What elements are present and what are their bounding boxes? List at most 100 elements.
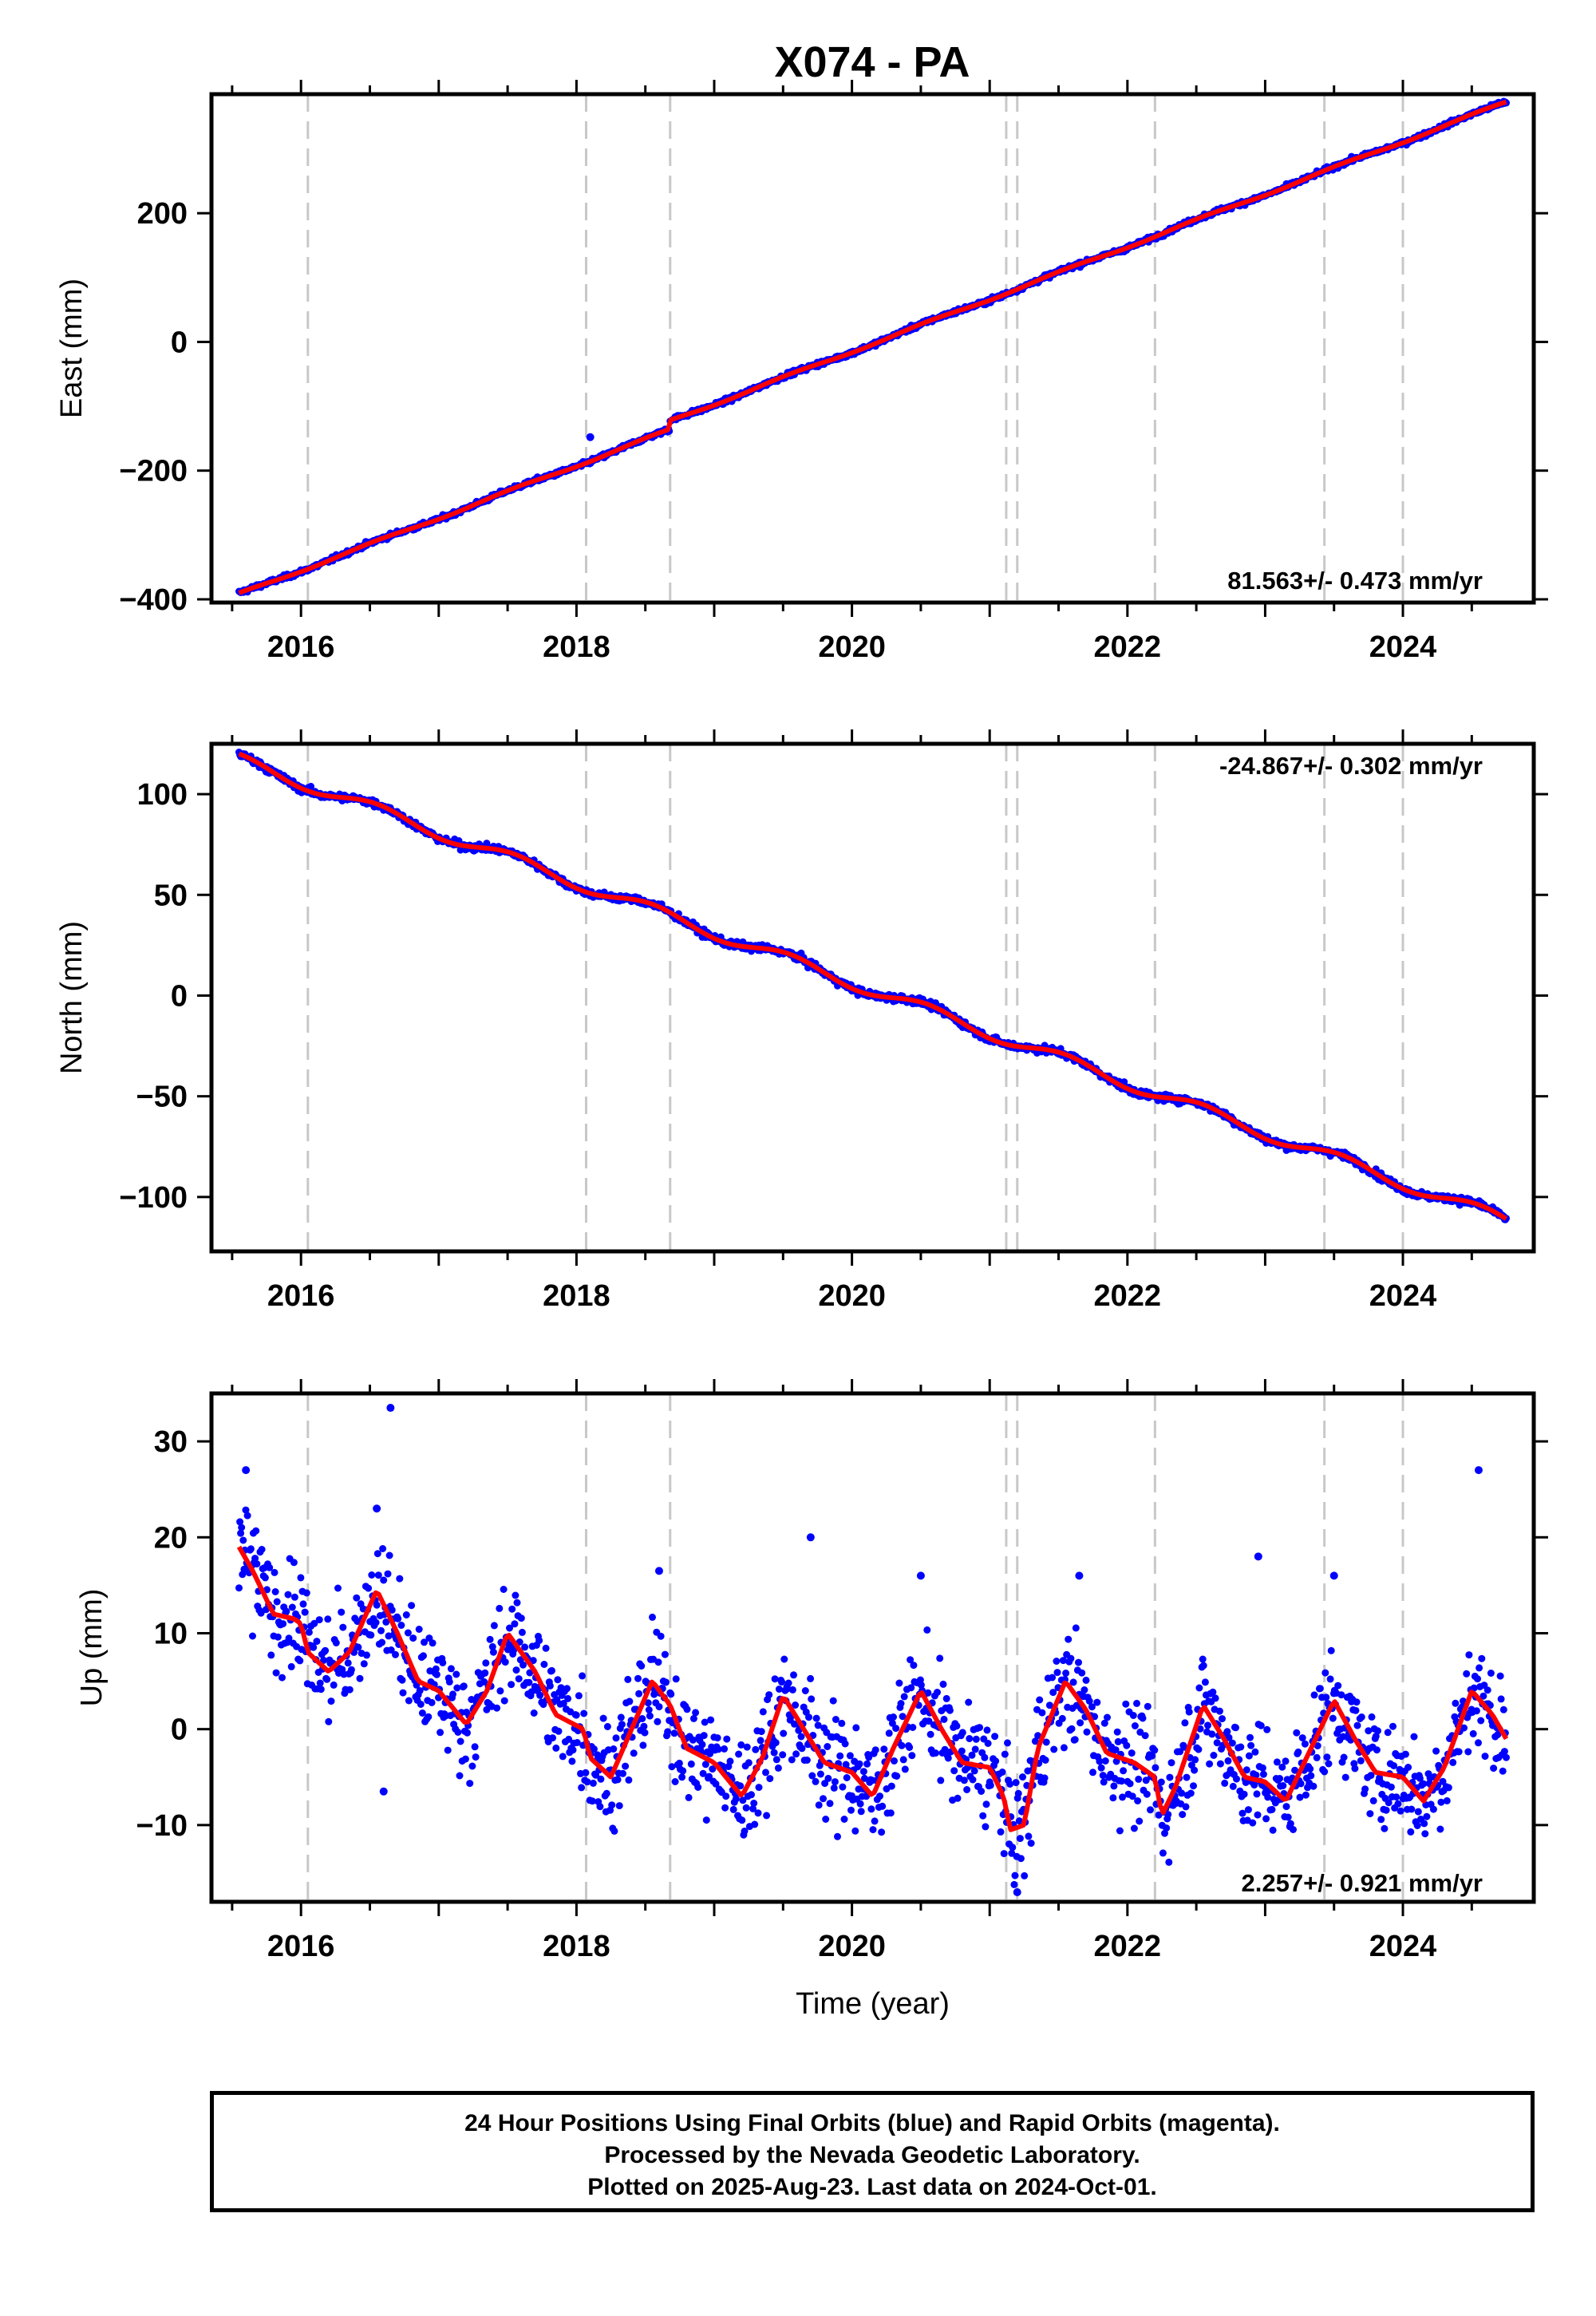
data-point (1104, 1713, 1111, 1721)
data-point (1157, 1778, 1165, 1786)
data-point (778, 1678, 786, 1686)
data-point (851, 1827, 859, 1835)
data-point (1282, 1757, 1290, 1765)
data-point (344, 1659, 352, 1667)
data-point (324, 1615, 332, 1623)
data-point (1164, 1811, 1172, 1819)
data-point (1045, 1701, 1053, 1709)
data-point (897, 1700, 905, 1707)
data-point (953, 1722, 961, 1730)
data-point (271, 1568, 279, 1576)
data-point (757, 1737, 764, 1745)
data-point (1394, 1800, 1402, 1808)
data-point (841, 1740, 849, 1748)
data-point (1016, 1835, 1024, 1843)
data-point (327, 1697, 335, 1705)
data-point (1262, 1815, 1270, 1823)
data-point (790, 1671, 797, 1679)
data-point (979, 1812, 987, 1820)
data-point (481, 1669, 489, 1677)
data-point (1326, 1675, 1334, 1683)
x-tick-label: 2024 (1369, 630, 1437, 664)
data-point (596, 1803, 604, 1811)
data-point (1429, 1805, 1437, 1813)
data-point (1128, 1749, 1136, 1757)
data-point (1481, 1753, 1489, 1761)
data-point (1420, 1780, 1428, 1788)
data-point (421, 1638, 428, 1646)
data-point (795, 1726, 803, 1734)
data-point (771, 1675, 779, 1683)
data-point (603, 1723, 611, 1730)
data-point (925, 1717, 933, 1725)
data-point (365, 1584, 373, 1592)
data-point (402, 1611, 410, 1618)
data-point (683, 1705, 691, 1713)
data-point (461, 1755, 469, 1763)
data-point (464, 1729, 471, 1737)
data-point (759, 1708, 767, 1716)
data-point (867, 1805, 875, 1813)
data-point (500, 1697, 508, 1705)
data-point (1325, 1760, 1333, 1768)
y-tick-label: 0 (171, 1713, 188, 1747)
data-point (316, 1679, 324, 1687)
data-point (1133, 1699, 1140, 1707)
data-point (506, 1624, 513, 1632)
x-tick-label: 2022 (1094, 1279, 1162, 1313)
data-point (1116, 1827, 1124, 1835)
data-point (452, 1670, 460, 1678)
data-point (692, 1709, 700, 1717)
data-point (347, 1666, 355, 1674)
data-point (788, 1686, 796, 1694)
data-point (638, 1662, 646, 1670)
data-point (846, 1752, 854, 1760)
data-point (1027, 1840, 1035, 1848)
data-point (1041, 1757, 1049, 1764)
data-point (325, 1717, 333, 1725)
data-point (392, 1650, 399, 1658)
data-point (645, 1706, 653, 1713)
data-point (338, 1608, 346, 1616)
data-point (986, 1781, 994, 1789)
data-point (599, 1714, 607, 1722)
data-point (879, 1802, 887, 1810)
data-point (1369, 1796, 1377, 1804)
data-point (1014, 1789, 1022, 1797)
data-point (936, 1654, 944, 1662)
footer-line-3: Plotted on 2025-Aug-23. Last data on 202… (587, 2174, 1157, 2200)
data-point (299, 1600, 307, 1608)
data-point (1327, 1646, 1335, 1654)
footer-line-2: Processed by the Nevada Geodetic Laborat… (604, 2142, 1140, 2168)
data-point (742, 1804, 750, 1812)
data-point (1404, 1764, 1412, 1771)
data-point (766, 1775, 774, 1783)
data-point (869, 1826, 877, 1834)
data-point (449, 1690, 456, 1698)
data-point (1302, 1791, 1310, 1799)
data-point (797, 1733, 805, 1741)
data-point (1353, 1698, 1361, 1706)
data-point (792, 1750, 800, 1758)
data-point (1479, 1692, 1487, 1700)
data-point (490, 1622, 498, 1630)
data-point (1019, 1773, 1026, 1781)
data-point (1259, 1770, 1267, 1778)
data-point (1083, 1728, 1091, 1736)
data-point (1118, 1777, 1125, 1785)
data-point (536, 1691, 544, 1699)
data-point (1224, 1757, 1232, 1765)
data-point (258, 1546, 266, 1553)
data-point (893, 1773, 901, 1780)
data-point (564, 1694, 572, 1702)
data-point (493, 1704, 501, 1712)
data-point (554, 1676, 562, 1684)
data-point (548, 1666, 555, 1674)
data-point (417, 1701, 425, 1708)
data-point (689, 1736, 697, 1744)
plot-frame (209, 741, 1536, 1254)
data-point (748, 1791, 755, 1799)
data-point (1004, 1739, 1011, 1747)
